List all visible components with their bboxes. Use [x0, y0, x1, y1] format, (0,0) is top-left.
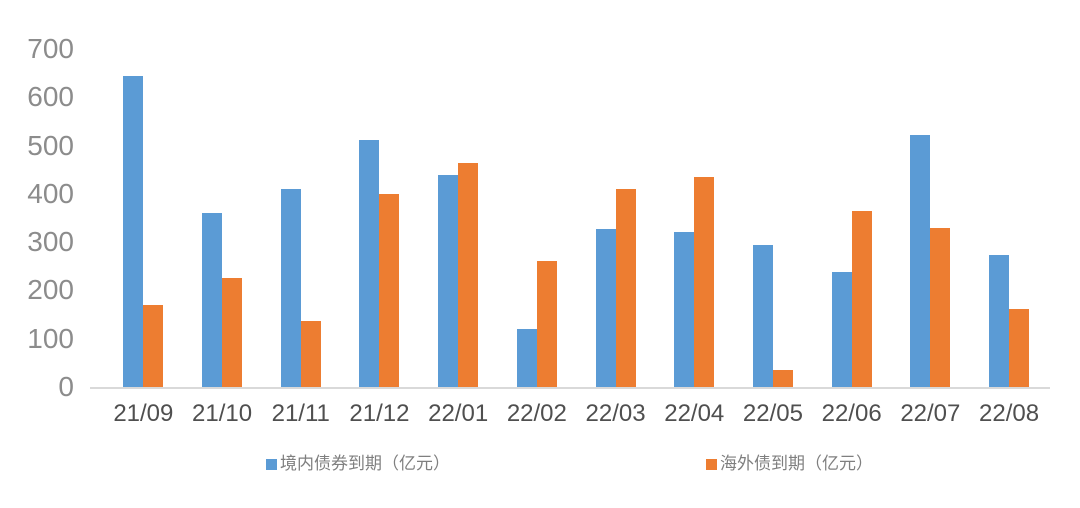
legend-label: 境内债券到期（亿元）: [280, 454, 450, 473]
x-tick-label-22/02: 22/02: [506, 400, 567, 427]
x-tick-label-21/09: 21/09: [113, 400, 174, 427]
x-tick-label-22/03: 22/03: [585, 400, 646, 427]
bar-domestic-bonds-due-21/11: [280, 189, 301, 387]
x-tick-label-22/06: 22/06: [821, 400, 882, 427]
legend-item-overseas-bonds-due: 海外债到期（亿元）: [706, 453, 873, 475]
legend-item-domestic-bonds-due: 境内债券到期（亿元）: [266, 453, 450, 475]
bar-domestic-bonds-due-21/10: [202, 213, 223, 387]
bar-domestic-bonds-due-21/09: [123, 75, 144, 387]
bar-overseas-bonds-due-21/11: [300, 321, 321, 387]
bar-domestic-bonds-due-22/03: [595, 228, 616, 387]
bar-overseas-bonds-due-22/04: [694, 177, 715, 387]
legend-swatch-icon: [266, 458, 277, 470]
bar-domestic-bonds-due-22/05: [752, 244, 773, 387]
legend-label: 海外债到期（亿元）: [720, 454, 873, 473]
x-tick-label-22/08: 22/08: [979, 400, 1040, 427]
bar-domestic-bonds-due-22/02: [516, 329, 537, 387]
x-tick-label-22/01: 22/01: [428, 400, 489, 427]
y-tick-label: 400: [27, 177, 74, 209]
x-tick-label-22/05: 22/05: [742, 400, 803, 427]
bar-overseas-bonds-due-22/06: [851, 210, 872, 387]
bar-domestic-bonds-due-22/08: [989, 255, 1010, 387]
x-tick-label-22/07: 22/07: [900, 400, 961, 427]
y-tick-label: 300: [27, 226, 74, 258]
y-tick-label: 700: [27, 33, 74, 64]
bar-overseas-bonds-due-21/12: [379, 193, 400, 387]
bar-domestic-bonds-due-21/12: [359, 139, 380, 387]
bar-overseas-bonds-due-22/01: [458, 163, 479, 387]
bar-overseas-bonds-due-21/10: [222, 278, 243, 387]
y-tick-label: 500: [27, 129, 74, 161]
y-tick-label: 200: [27, 274, 74, 306]
bar-domestic-bonds-due-22/04: [674, 231, 695, 387]
bar-overseas-bonds-due-22/07: [930, 227, 951, 387]
y-tick-label: 100: [27, 322, 74, 354]
bar-overseas-bonds-due-22/03: [615, 189, 636, 387]
bar-domestic-bonds-due-22/07: [910, 134, 931, 387]
bar-overseas-bonds-due-22/02: [536, 261, 557, 387]
y-tick-label: 600: [27, 81, 74, 113]
y-tick-label: 0: [58, 371, 74, 402]
bar-overseas-bonds-due-22/08: [1009, 308, 1030, 387]
bar-domestic-bonds-due-22/06: [831, 272, 852, 387]
bar-overseas-bonds-due-21/09: [143, 304, 164, 387]
x-tick-label-21/10: 21/10: [192, 400, 253, 427]
legend-swatch-icon: [706, 458, 717, 470]
x-tick-label-21/11: 21/11: [271, 400, 330, 427]
bar-overseas-bonds-due-22/05: [772, 369, 793, 387]
x-tick-label-21/12: 21/12: [349, 400, 410, 427]
bar-domestic-bonds-due-22/01: [438, 174, 459, 387]
x-tick-label-22/04: 22/04: [664, 400, 725, 427]
x-axis-line: [90, 387, 1050, 389]
